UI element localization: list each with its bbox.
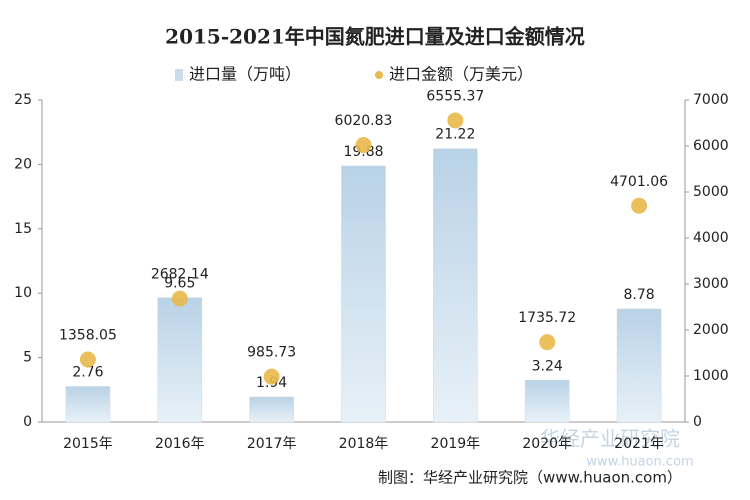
bar-value-label: 2.76 <box>72 364 103 380</box>
scatter-point <box>355 137 372 154</box>
y-tick-label: 15 <box>14 221 32 237</box>
watermark: www.huaon.com <box>586 455 693 470</box>
watermark: 华经产业研究院 <box>540 427 680 451</box>
x-tick-label: 2018年 <box>339 436 389 452</box>
point-value-label: 1358.05 <box>59 328 117 344</box>
scatter-point <box>79 351 96 368</box>
bar <box>157 297 203 423</box>
point-value-label: 985.73 <box>247 345 296 361</box>
x-tick-label: 2020年 <box>522 436 572 452</box>
point-value-label: 6020.83 <box>335 113 393 129</box>
y-tick-label: 0 <box>23 414 32 430</box>
bar-value-label: 3.24 <box>532 358 563 374</box>
source: 制图：华经产业研究院（www.huaon.com） <box>378 469 682 487</box>
y-tick-label: 5 <box>23 350 32 366</box>
legend-label: 进口量（万吨） <box>189 65 301 84</box>
bar-value-label: 9.65 <box>164 276 195 292</box>
bar <box>341 165 386 423</box>
bar <box>433 148 478 423</box>
y2-tick-label: 7000 <box>693 92 729 108</box>
point-value-label: 1735.72 <box>518 310 576 326</box>
chart-title: 2015-2021年中国氮肥进口量及进口金额情况 <box>165 25 585 49</box>
y2-tick-label: 1000 <box>693 368 729 384</box>
scatter-point <box>447 112 464 129</box>
scatter-point <box>263 368 280 385</box>
x-tick-label: 2019年 <box>431 436 481 452</box>
y2-tick-label: 5000 <box>693 184 729 200</box>
bar <box>616 308 662 423</box>
point-value-label: 2682.14 <box>151 267 209 283</box>
x-tick-label: 2016年 <box>155 436 205 452</box>
scatter-point <box>631 197 648 214</box>
y2-tick-label: 6000 <box>693 138 729 154</box>
y2-tick-label: 4000 <box>693 230 729 246</box>
y2-tick-label: 2000 <box>693 322 729 338</box>
bar-value-label: 8.78 <box>623 287 654 303</box>
scatter-point <box>539 334 556 351</box>
y-tick-label: 10 <box>14 285 32 301</box>
legend-label: 进口金额（万美元） <box>389 65 533 84</box>
legend-swatch <box>375 71 383 79</box>
bar <box>65 386 111 423</box>
y2-tick-label: 0 <box>693 414 702 430</box>
bar <box>249 396 294 423</box>
bar-value-label: 21.22 <box>435 127 475 143</box>
bar <box>524 380 570 423</box>
y-tick-label: 20 <box>14 156 32 172</box>
legend-swatch <box>175 69 183 81</box>
point-value-label: 4701.06 <box>610 174 668 190</box>
x-tick-label: 2021年 <box>614 436 664 452</box>
point-value-label: 6555.37 <box>426 88 484 104</box>
scatter-point <box>171 290 188 307</box>
x-tick-label: 2015年 <box>63 436 113 452</box>
x-tick-label: 2017年 <box>247 436 297 452</box>
y-tick-label: 25 <box>14 92 32 108</box>
y2-tick-label: 3000 <box>693 276 729 292</box>
